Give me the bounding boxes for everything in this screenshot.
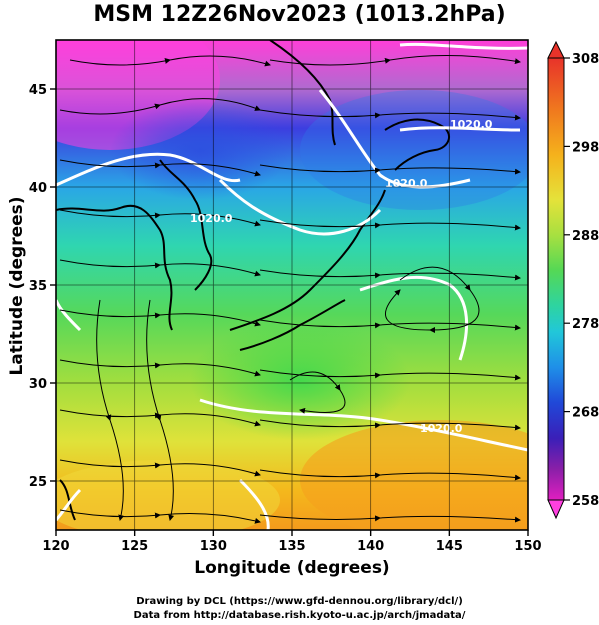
isobar-line xyxy=(399,126,521,132)
colorbar-tick-label: 288 xyxy=(572,229,599,244)
cold-region-shade xyxy=(300,90,528,210)
streamline xyxy=(269,54,521,66)
colorbar-tick-label: 308 xyxy=(572,52,599,67)
contour-label: 1020.0 xyxy=(420,422,463,435)
streamline xyxy=(259,369,521,381)
x-tick-label: 125 xyxy=(121,539,148,554)
x-tick-label: 145 xyxy=(436,539,463,554)
contour-label: 1020.0 xyxy=(385,177,428,190)
coastline-korea-china xyxy=(56,204,173,331)
credit-drawing: Drawing by DCL (https://www.gfd-dennou.o… xyxy=(136,596,463,607)
streamline xyxy=(259,514,521,523)
y-axis-title: Latitude (degrees) xyxy=(7,196,27,376)
x-axis-title: Longitude (degrees) xyxy=(194,558,390,578)
streamline xyxy=(69,55,271,67)
streamline xyxy=(289,371,346,414)
streamline xyxy=(259,319,521,331)
y-axis-ticks: 25 30 35 40 45 xyxy=(29,83,56,490)
streamline xyxy=(59,209,261,227)
streamline xyxy=(259,109,521,121)
colorbar-tick-label: 268 xyxy=(572,406,599,421)
streamline xyxy=(259,469,521,481)
x-tick-label: 135 xyxy=(278,539,305,554)
colorbar-tick-label: 258 xyxy=(572,494,599,509)
warm-region-shade xyxy=(190,320,410,440)
isobar-line xyxy=(56,488,82,522)
colorbar-top-arrow xyxy=(547,40,565,59)
y-tick-label: 45 xyxy=(29,83,47,98)
coastline-taiwan xyxy=(59,479,76,521)
x-tick-label: 140 xyxy=(357,539,384,554)
streamline xyxy=(59,359,261,377)
streamline xyxy=(259,219,521,231)
warm-region-shade xyxy=(56,460,280,530)
x-tick-label: 130 xyxy=(200,539,227,554)
y-tick-label: 30 xyxy=(29,377,47,392)
credit-data: Data from http://database.rish.kyoto-u.a… xyxy=(133,610,466,621)
x-tick-label: 120 xyxy=(42,539,69,554)
x-tick-label: 150 xyxy=(514,539,541,554)
colorbar-tick-label: 278 xyxy=(572,317,599,332)
warm-region-shade xyxy=(300,420,528,530)
y-tick-label: 25 xyxy=(29,475,47,490)
colorbar: 308 298 288 278 268 258 xyxy=(547,40,599,520)
streamline xyxy=(96,299,125,521)
colorbar-tick-label: 298 xyxy=(572,140,599,155)
colorbar-bottom-arrow xyxy=(547,499,565,520)
map-plot-area: 1020.0 1020.0 1020.0 1020.0 xyxy=(56,40,528,530)
isobar-line xyxy=(56,299,82,332)
y-tick-label: 35 xyxy=(29,279,47,294)
isobar-line xyxy=(199,398,528,452)
wind-streamlines xyxy=(59,54,521,524)
y-tick-label: 40 xyxy=(29,181,47,196)
isobar-line xyxy=(218,178,382,236)
streamline xyxy=(259,164,521,175)
coastline-japan xyxy=(229,189,386,331)
colorbar-ramp xyxy=(547,57,565,501)
isobar-contours xyxy=(56,42,528,530)
streamline xyxy=(259,419,521,431)
isobar-line xyxy=(318,89,471,189)
streamline xyxy=(259,269,521,281)
streamline xyxy=(59,98,261,115)
contour-label: 1020.0 xyxy=(190,212,233,225)
isobar-line xyxy=(238,478,270,530)
streamline xyxy=(384,266,480,334)
contour-label: 1020.0 xyxy=(450,118,493,131)
streamline xyxy=(59,159,261,177)
isobar-line xyxy=(56,152,241,187)
plot-title: MSM 12Z26Nov2023 (1013.2hPa) xyxy=(93,2,506,27)
streamline xyxy=(59,309,261,327)
isobar-line xyxy=(399,42,528,50)
cold-region-shade xyxy=(110,100,290,200)
streamline xyxy=(59,259,261,277)
streamline xyxy=(146,299,175,521)
x-axis-ticks: 120 125 130 135 140 145 150 xyxy=(42,530,542,554)
